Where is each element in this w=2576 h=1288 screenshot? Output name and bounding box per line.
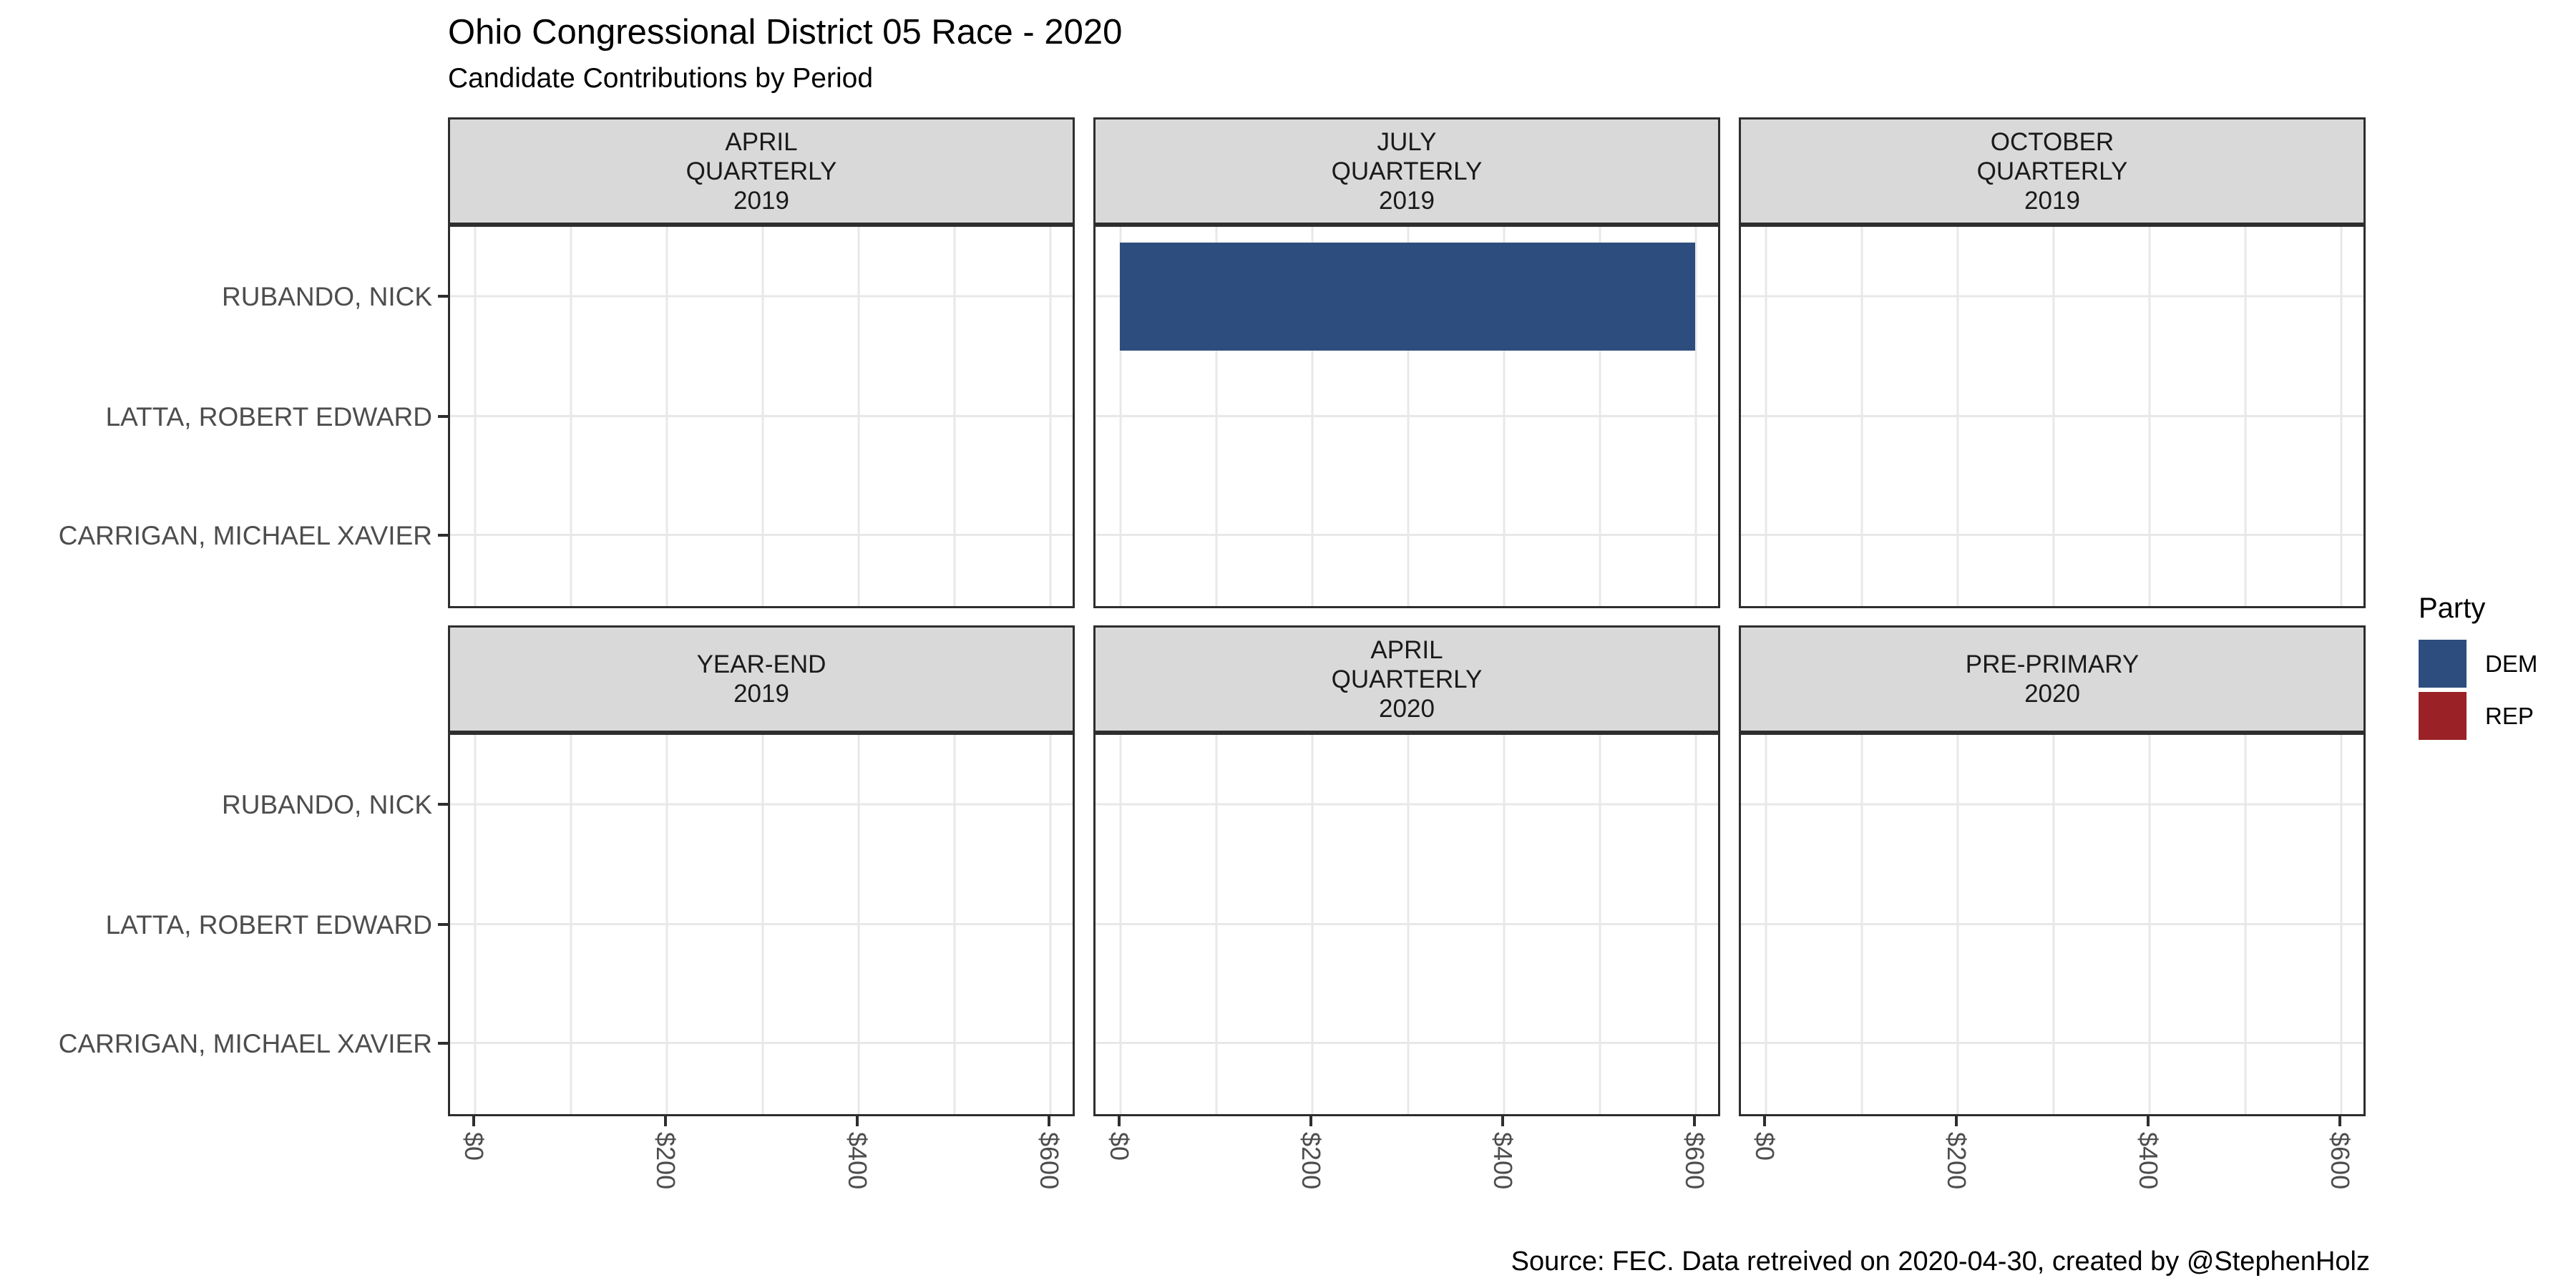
facet-panel-april-quarterly-2020 xyxy=(1093,733,1720,1116)
legend-swatch-dem xyxy=(2419,640,2467,688)
y-axis-label-rubando-row1: RUBANDO, NICK xyxy=(222,282,432,311)
y-tick xyxy=(438,1042,448,1045)
x-tick xyxy=(664,1116,667,1126)
facet-strip-october-quarterly-2019: OCTOBER QUARTERLY 2019 xyxy=(1739,117,2366,225)
y-axis-label-latta-row1: LATTA, ROBERT EDWARD xyxy=(105,402,432,431)
y-axis-label-carrigan-row2: CARRIGAN, MICHAEL XAVIER xyxy=(58,1029,432,1058)
x-axis-label: $200 xyxy=(651,1132,680,1190)
x-tick xyxy=(1118,1116,1121,1126)
y-tick xyxy=(438,923,448,926)
y-tick xyxy=(438,534,448,537)
x-tick xyxy=(472,1116,475,1126)
x-tick xyxy=(2147,1116,2150,1126)
facet-strip-pre-primary-2020: PRE-PRIMARY 2020 xyxy=(1739,625,2366,733)
y-axis-label-carrigan-row1: CARRIGAN, MICHAEL XAVIER xyxy=(58,521,432,550)
legend-item-dem: DEM xyxy=(2419,640,2576,688)
x-tick xyxy=(1955,1116,1958,1126)
facet-panel-july-quarterly-2019 xyxy=(1093,225,1720,608)
x-axis-label: $600 xyxy=(1035,1132,1064,1190)
chart-caption: Source: FEC. Data retreived on 2020-04-3… xyxy=(1511,1246,2370,1277)
facet-strip-april-quarterly-2020: APRIL QUARTERLY 2020 xyxy=(1093,625,1720,733)
x-tick xyxy=(1309,1116,1312,1126)
y-axis-label-rubando-row2: RUBANDO, NICK xyxy=(222,790,432,819)
facet-strip-year-end-2019: YEAR-END 2019 xyxy=(448,625,1075,733)
x-axis-label: $0 xyxy=(1105,1132,1134,1161)
facet-panel-april-quarterly-2019 xyxy=(448,225,1075,608)
facet-panel-year-end-2019 xyxy=(448,733,1075,1116)
y-tick xyxy=(438,803,448,806)
legend-item-rep: REP xyxy=(2419,692,2576,740)
legend-title: Party xyxy=(2419,592,2486,624)
y-axis-label-latta-row2: LATTA, ROBERT EDWARD xyxy=(105,910,432,940)
x-tick xyxy=(1693,1116,1696,1126)
legend: Party DEM REP xyxy=(2419,591,2576,744)
x-axis-label: $400 xyxy=(843,1132,872,1190)
legend-label-rep: REP xyxy=(2485,702,2534,729)
x-axis-label: $200 xyxy=(1942,1132,1971,1190)
x-axis-label: $0 xyxy=(1750,1132,1780,1161)
bar-rubando-nick xyxy=(1119,243,1695,351)
x-tick xyxy=(1501,1116,1504,1126)
facet-panel-pre-primary-2020 xyxy=(1739,733,2366,1116)
chart-title: Ohio Congressional District 05 Race - 20… xyxy=(448,13,1123,52)
facet-panel-october-quarterly-2019 xyxy=(1739,225,2366,608)
x-axis-label: $600 xyxy=(2326,1132,2355,1190)
x-tick xyxy=(2338,1116,2341,1126)
x-tick xyxy=(1048,1116,1050,1126)
x-axis-label: $400 xyxy=(2134,1132,2163,1190)
y-tick xyxy=(438,415,448,418)
facet-strip-april-quarterly-2019: APRIL QUARTERLY 2019 xyxy=(448,117,1075,225)
legend-label-dem: DEM xyxy=(2485,650,2538,677)
x-tick xyxy=(1763,1116,1766,1126)
x-axis-label: $0 xyxy=(459,1132,489,1161)
x-tick xyxy=(856,1116,859,1126)
chart-subtitle: Candidate Contributions by Period xyxy=(448,63,874,94)
x-axis-label: $600 xyxy=(1680,1132,1709,1190)
legend-swatch-rep xyxy=(2419,692,2467,740)
x-axis-label: $200 xyxy=(1297,1132,1326,1190)
x-axis-label: $400 xyxy=(1488,1132,1518,1190)
y-tick xyxy=(438,295,448,298)
facet-strip-july-quarterly-2019: JULY QUARTERLY 2019 xyxy=(1093,117,1720,225)
